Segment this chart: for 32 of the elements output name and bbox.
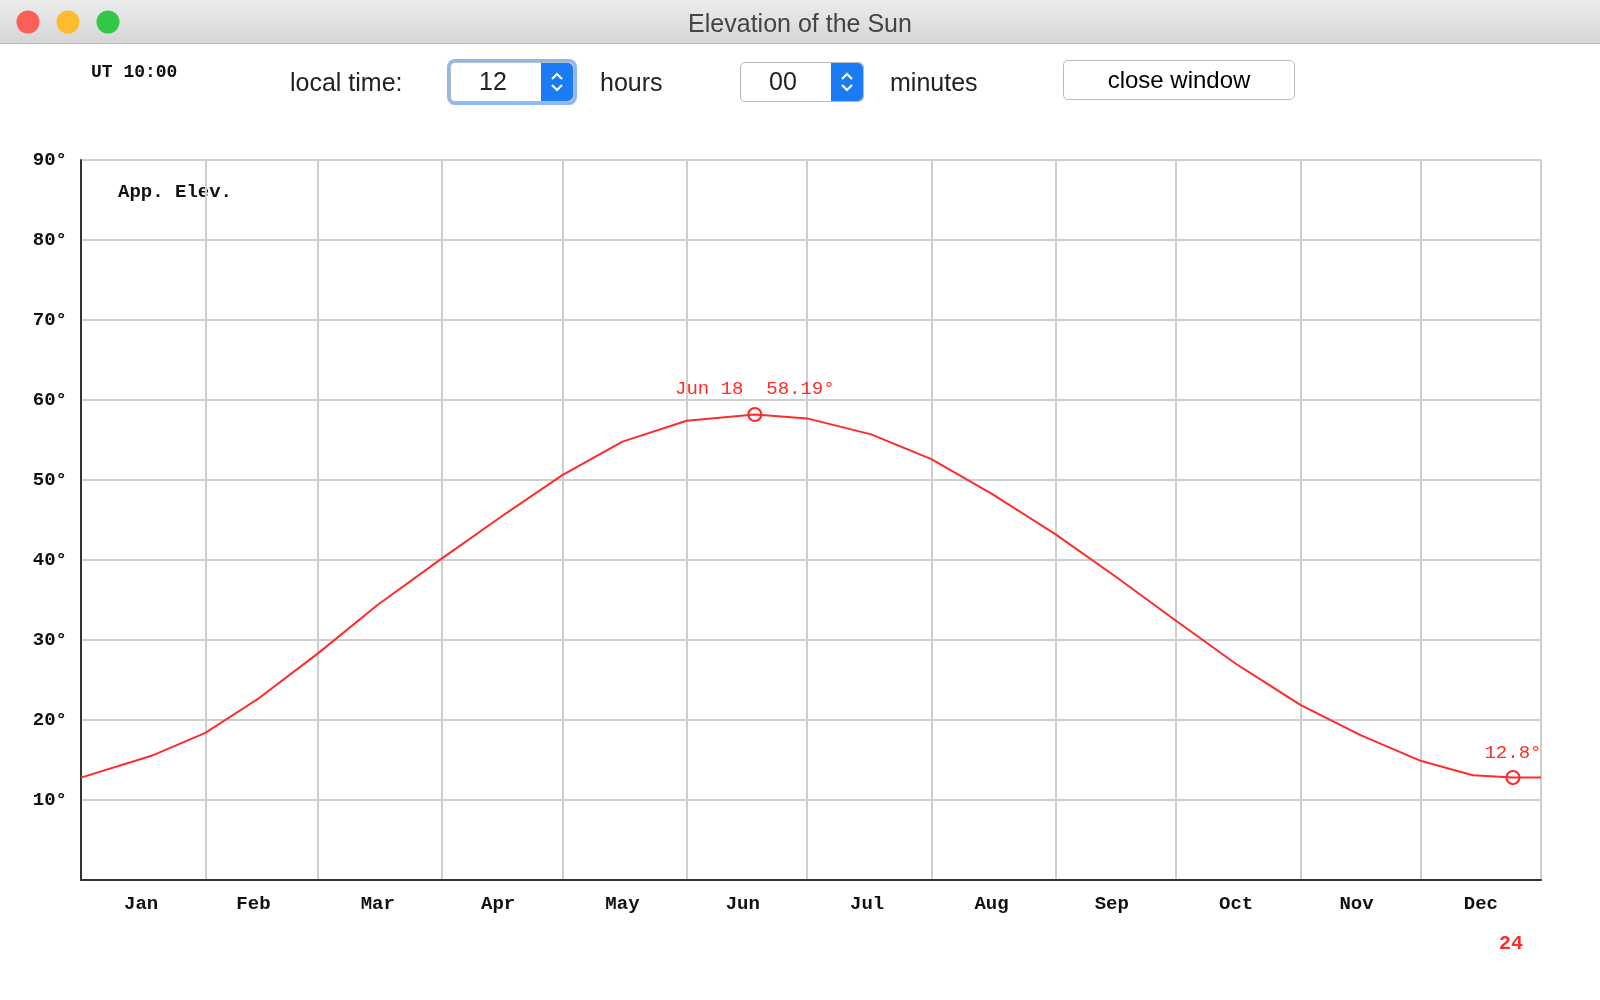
y-tick-label: 60° bbox=[32, 389, 67, 411]
text: hours bbox=[600, 68, 663, 97]
y-tick-label: 70° bbox=[32, 309, 67, 331]
button: close window bbox=[1063, 60, 1295, 100]
y-tick-label: 90° bbox=[32, 149, 67, 171]
x-tick-label: May bbox=[605, 892, 641, 915]
y-tick-label: 10° bbox=[32, 789, 67, 811]
x-tick-label: Jan bbox=[124, 892, 159, 915]
number-spinner: 00 bbox=[740, 62, 864, 102]
x-tick-label: Mar bbox=[360, 892, 395, 915]
x-tick-label: Jun bbox=[725, 892, 760, 915]
x-tick-label: Dec bbox=[1463, 892, 1498, 915]
y-tick-label: 40° bbox=[32, 549, 67, 571]
x-tick-label: Apr bbox=[481, 892, 516, 915]
annotation: 12.8° bbox=[1484, 741, 1542, 764]
x-tick-label: Sep bbox=[1094, 892, 1129, 915]
x-tick-label: Jul bbox=[850, 892, 885, 915]
text: UT 10:00 bbox=[91, 62, 178, 82]
text: 24 bbox=[1499, 931, 1524, 955]
text: minutes bbox=[890, 68, 978, 97]
x-tick-label: Aug bbox=[974, 892, 1009, 915]
x-tick-label: Feb bbox=[236, 892, 271, 915]
y-tick-label: 80° bbox=[32, 229, 67, 251]
y-tick-label: 50° bbox=[32, 469, 67, 491]
text: local time: bbox=[290, 68, 403, 97]
x-tick-label: Nov bbox=[1339, 892, 1375, 915]
annotation: Jun 18 58.19° bbox=[675, 378, 835, 401]
y-tick-label: 20° bbox=[32, 709, 67, 731]
number-spinner: 12 bbox=[450, 62, 574, 102]
chart-title: Elevation of the Sun bbox=[687, 9, 913, 38]
y-tick-label: 30° bbox=[32, 629, 67, 651]
x-tick-label: Oct bbox=[1219, 892, 1254, 915]
